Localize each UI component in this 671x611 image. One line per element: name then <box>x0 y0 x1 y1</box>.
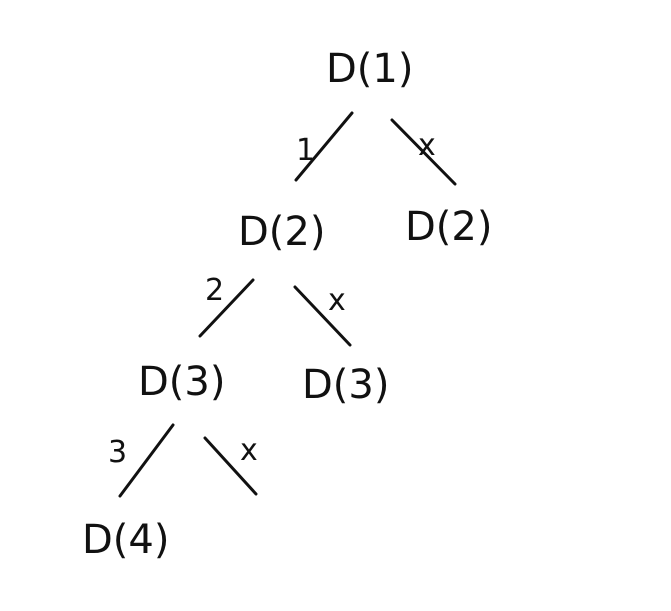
node-d3-left: D(3) <box>138 359 225 405</box>
node-d3-right: D(3) <box>302 362 389 408</box>
edge-label-x-3: x <box>240 433 258 468</box>
edge-label-x-2: x <box>328 283 346 318</box>
node-d2-right: D(2) <box>405 204 492 250</box>
edge-d2-to-d3-right <box>293 285 352 347</box>
edge-label-1: 1 <box>296 133 315 168</box>
node-d1: D(1) <box>326 46 413 92</box>
edge-label-2: 2 <box>205 273 224 308</box>
edge-d3-to-d4-left <box>118 423 175 498</box>
edge-d1-to-d2-left <box>294 111 354 182</box>
node-d2-left: D(2) <box>238 209 325 255</box>
edge-d1-to-d2-right <box>390 118 457 186</box>
edge-label-x-1: x <box>418 128 436 163</box>
edge-d2-to-d3-left <box>198 278 255 338</box>
node-d4: D(4) <box>82 517 169 563</box>
edge-label-3: 3 <box>108 435 127 470</box>
edge-d3-to-x-right <box>203 436 258 496</box>
